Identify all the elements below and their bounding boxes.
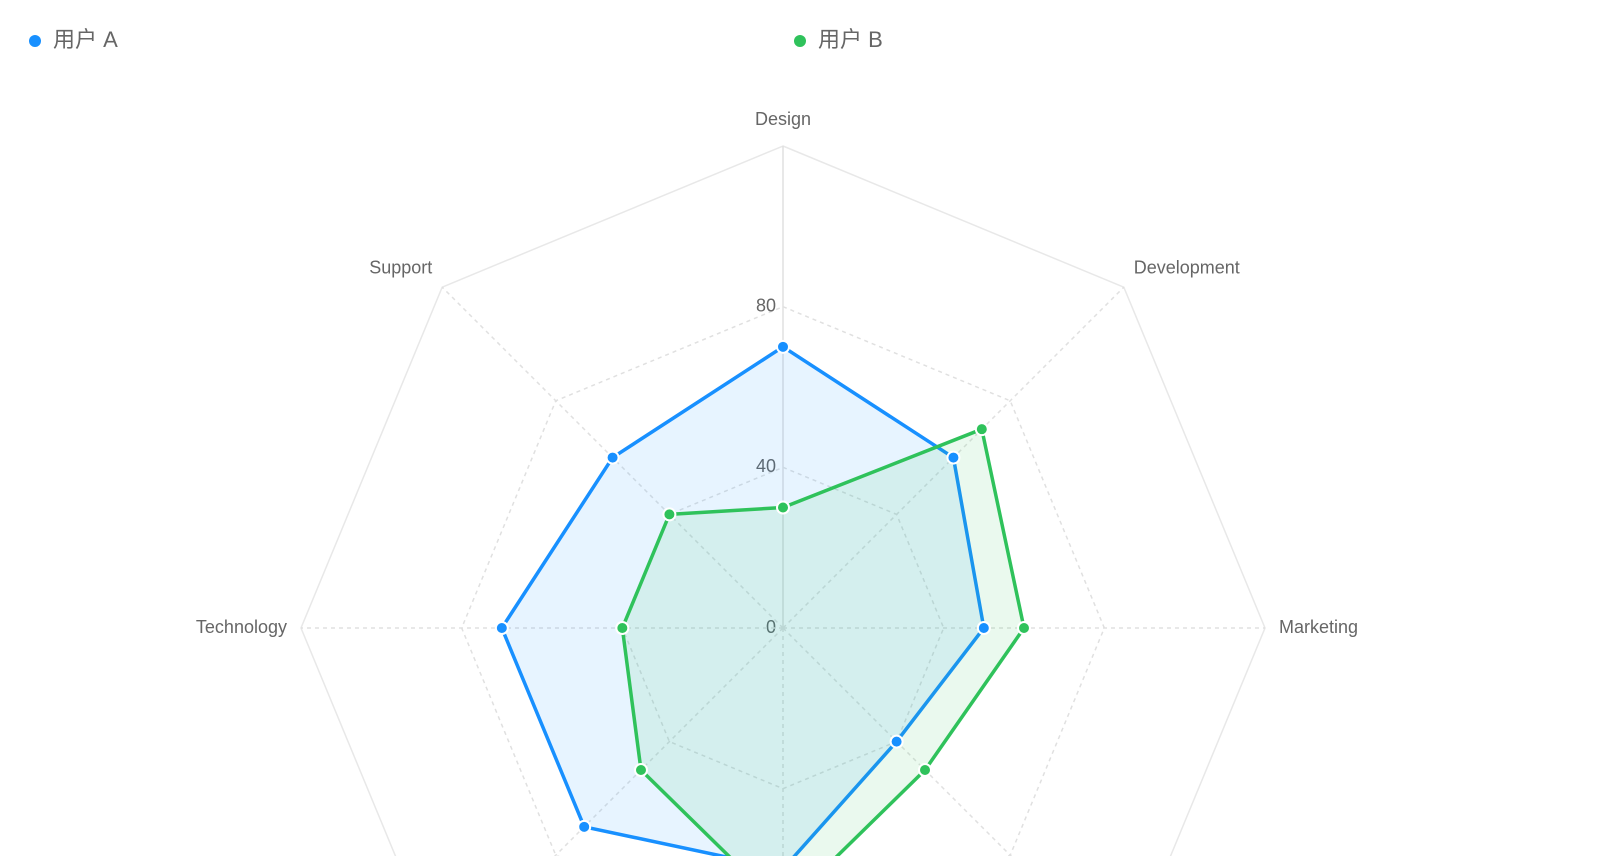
series-line (500, 345, 986, 856)
data-point (918, 763, 933, 778)
axis-spoke (782, 627, 1013, 856)
data-point (974, 422, 989, 437)
y-tick-label: 0 (766, 617, 776, 637)
data-point (1017, 621, 1031, 635)
category-label: Design (755, 109, 811, 129)
category-label: Development (1134, 258, 1240, 278)
axis-spoke (553, 627, 784, 856)
data-point (494, 621, 509, 635)
data-point (633, 763, 648, 778)
legend-label: 用户 A (53, 27, 118, 52)
y-tick-label: 40 (756, 456, 776, 476)
series-area (622, 429, 1024, 856)
data-point (776, 500, 790, 515)
series-line (620, 427, 1026, 856)
data-point (605, 450, 620, 465)
data-point (577, 819, 592, 834)
category-label: Technology (196, 617, 287, 637)
category-label: Support (369, 258, 432, 278)
legend: 用户 A 用户 B (29, 27, 883, 52)
data-point (615, 621, 630, 635)
data-point (776, 339, 790, 354)
category-label: Marketing (1279, 617, 1358, 637)
data-point (976, 621, 991, 635)
y-tick-label: 80 (756, 295, 776, 315)
data-point (889, 734, 904, 749)
legend-marker (794, 35, 806, 47)
legend-label: 用户 B (818, 27, 883, 52)
legend-marker (29, 35, 41, 47)
data-point (662, 507, 677, 522)
data-point (946, 450, 961, 465)
outer-ring (300, 145, 1266, 856)
